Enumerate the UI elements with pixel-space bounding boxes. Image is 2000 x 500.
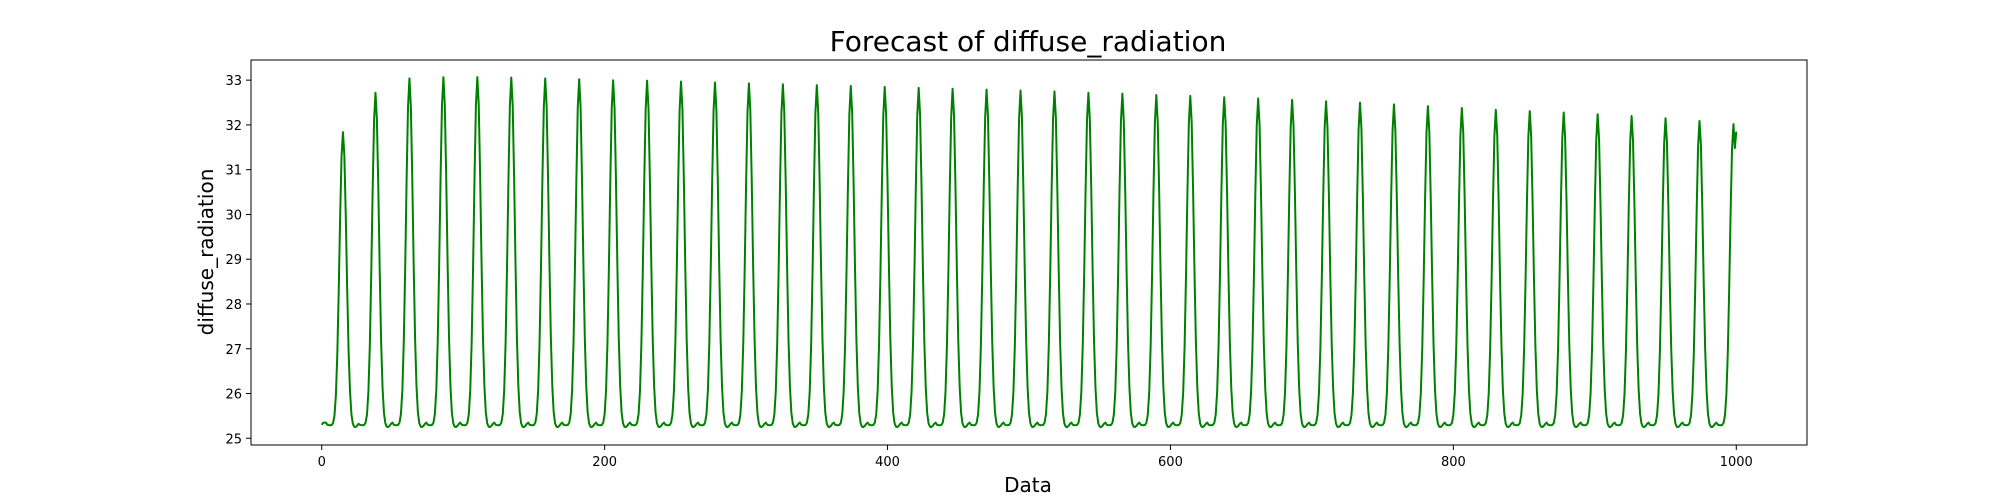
plot-area-frame <box>250 59 1808 446</box>
peak-point <box>544 79 546 81</box>
peak-point <box>1461 109 1463 111</box>
x-tick-label: 800 <box>1441 455 1466 470</box>
peak-point <box>1529 112 1531 114</box>
y-tick-label: 32 <box>225 119 242 134</box>
peak-point <box>1665 119 1667 121</box>
peak-point <box>409 79 411 81</box>
x-tick-label: 200 <box>592 455 617 470</box>
x-axis: 0 200 400 600 800 1000 <box>318 445 1753 470</box>
x-tick-label: 0 <box>318 455 326 470</box>
x-axis-title: Data <box>1004 473 1052 497</box>
peak-point <box>1393 105 1395 107</box>
peak-point <box>1291 101 1293 103</box>
peak-point <box>1020 91 1022 93</box>
peak-point <box>1427 107 1429 109</box>
y-tick-label: 33 <box>225 74 242 89</box>
peak-point <box>1156 96 1158 98</box>
peak-point <box>1359 104 1361 106</box>
peak-point <box>680 82 682 84</box>
y-tick-label: 30 <box>225 208 242 223</box>
peak-point <box>1563 113 1565 115</box>
peak-point <box>1257 99 1259 101</box>
y-axis: 25 26 27 28 29 30 31 32 33 <box>225 74 251 447</box>
peak-point <box>816 86 818 88</box>
peak-point <box>714 83 716 85</box>
x-tick-label: 400 <box>875 455 900 470</box>
y-axis-title: diffuse_radiation <box>194 169 218 336</box>
y-tick-label: 25 <box>225 432 242 447</box>
x-tick-label: 1000 <box>1720 455 1753 470</box>
peak-point <box>578 80 580 82</box>
peak-point <box>1223 98 1225 100</box>
peak-point <box>342 133 344 135</box>
peak-point <box>1325 102 1327 104</box>
forecast-series-line <box>320 76 1738 429</box>
peak-point <box>884 88 886 90</box>
peak-point <box>1088 94 1090 96</box>
peak-point <box>918 89 920 91</box>
peak-point <box>612 81 614 83</box>
y-tick-label: 28 <box>225 298 242 313</box>
plot-lines <box>320 76 1738 429</box>
chart-title: Forecast of diffuse_radiation <box>830 25 1227 58</box>
peak-point <box>850 87 852 89</box>
peak-point <box>1122 95 1124 97</box>
peak-point <box>1597 115 1599 117</box>
y-tick-label: 29 <box>225 253 242 268</box>
peak-point <box>1054 92 1056 94</box>
peak-point <box>1189 97 1191 99</box>
y-tick-label: 27 <box>225 343 242 358</box>
peak-point <box>986 91 988 93</box>
y-tick-label: 31 <box>225 164 242 179</box>
peak-point <box>1733 125 1735 127</box>
peak-point <box>782 85 784 87</box>
peak-point <box>1495 111 1497 113</box>
peak-point <box>375 94 377 96</box>
peak-point <box>477 78 479 80</box>
peak-point <box>952 90 954 92</box>
y-tick-label: 26 <box>225 388 242 403</box>
peak-point <box>510 78 512 80</box>
peak-point <box>443 78 445 80</box>
x-tick-label: 600 <box>1158 455 1183 470</box>
peak-point <box>646 82 648 84</box>
peak-point <box>748 84 750 86</box>
peak-point <box>1631 117 1633 119</box>
peak-point <box>1699 122 1701 124</box>
